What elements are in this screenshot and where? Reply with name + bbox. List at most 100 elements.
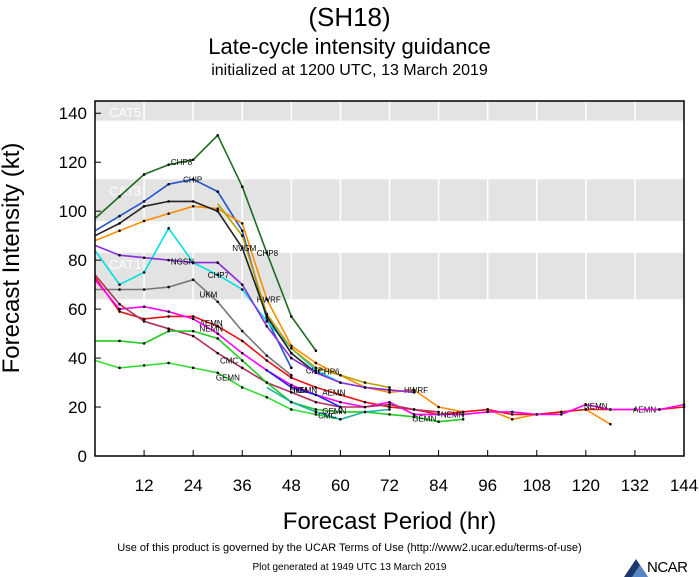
data-point [314, 393, 318, 397]
data-point [167, 212, 170, 215]
data-point [240, 185, 244, 188]
data-point [339, 410, 342, 414]
data-point [461, 410, 465, 414]
data-point [216, 371, 220, 375]
series-label-cmc: CMC [220, 357, 238, 366]
data-point [216, 337, 220, 340]
data-point [118, 229, 121, 233]
data-point [167, 327, 170, 330]
series-label-chp6: CHP6 [318, 368, 340, 377]
data-point [265, 251, 269, 255]
data-point [363, 400, 367, 404]
data-point [437, 420, 440, 424]
data-point [363, 381, 367, 384]
data-point [584, 408, 588, 411]
series-label-chp8: CHP8 [257, 249, 279, 258]
data-point [216, 273, 220, 277]
y-tick-label: 100 [59, 202, 87, 221]
data-point [633, 408, 637, 411]
data-point [142, 204, 146, 208]
data-point [339, 400, 342, 404]
data-point [191, 278, 195, 282]
data-point [142, 173, 146, 176]
data-point [486, 410, 489, 414]
ncar-logo-text: NCAR [647, 559, 688, 576]
data-point [510, 413, 514, 416]
data-point [191, 334, 195, 338]
category-label-cat2: CAT2 [109, 225, 141, 240]
data-point [118, 222, 121, 225]
data-point [240, 288, 244, 291]
data-point [142, 364, 146, 367]
data-point [118, 288, 121, 291]
data-point [142, 200, 146, 203]
chart-subtitle: Late-cycle intensity guidance [208, 34, 491, 59]
data-point [339, 417, 342, 421]
category-label-cat4: CAT4 [109, 125, 141, 140]
x-tick-label: 12 [135, 476, 154, 495]
x-tick-label: 36 [233, 476, 252, 495]
series-label-gemn: GEMN [216, 374, 240, 383]
data-point [510, 417, 514, 421]
data-point [510, 410, 514, 414]
data-point [388, 405, 391, 409]
data-point [167, 258, 170, 262]
data-point [339, 393, 342, 397]
data-point [388, 391, 391, 394]
data-point [290, 376, 293, 379]
generated-timestamp: Plot generated at 1949 UTC 13 March 2019 [252, 562, 447, 573]
series-label-hwrf: HWRF [404, 386, 428, 395]
data-point [265, 381, 269, 384]
data-point [339, 381, 342, 384]
data-point [314, 386, 318, 389]
data-point [118, 214, 121, 218]
category-label-cat5: CAT5 [109, 105, 141, 120]
data-point [363, 405, 367, 409]
data-point [118, 253, 121, 257]
data-point [167, 310, 170, 313]
data-point [363, 386, 367, 389]
data-point [240, 234, 244, 237]
data-point [314, 410, 318, 414]
series-line-gemn [95, 330, 464, 423]
data-point [118, 310, 121, 313]
data-point [388, 386, 391, 389]
data-point [167, 227, 170, 230]
data-point [290, 351, 293, 355]
data-point [240, 366, 244, 370]
ncar-logo-icon [624, 559, 648, 577]
data-point [584, 403, 588, 406]
data-point [388, 400, 391, 404]
x-tick-label: 108 [523, 476, 551, 495]
data-point [290, 391, 293, 394]
data-point [437, 413, 440, 416]
data-point [142, 317, 146, 321]
data-point [191, 261, 195, 264]
data-point [535, 413, 539, 416]
data-point [461, 413, 465, 416]
data-point [167, 163, 170, 166]
series-line-cmc [266, 386, 390, 421]
data-point [240, 329, 244, 333]
data-point [412, 415, 416, 419]
data-point [167, 182, 170, 186]
data-point [609, 422, 612, 426]
data-point [216, 324, 220, 328]
x-tick-label: 60 [331, 476, 350, 495]
x-tick-label: 48 [282, 476, 301, 495]
data-point [265, 395, 269, 399]
data-point [167, 285, 170, 289]
data-point [363, 410, 367, 414]
data-point [240, 339, 244, 343]
data-point [412, 413, 416, 416]
data-point [142, 342, 146, 345]
data-point [290, 356, 293, 360]
data-point [290, 386, 293, 389]
data-point [388, 388, 391, 392]
data-point [265, 354, 269, 357]
data-point [559, 413, 563, 416]
data-point [167, 315, 170, 318]
data-point [437, 410, 440, 414]
data-point [265, 320, 269, 323]
